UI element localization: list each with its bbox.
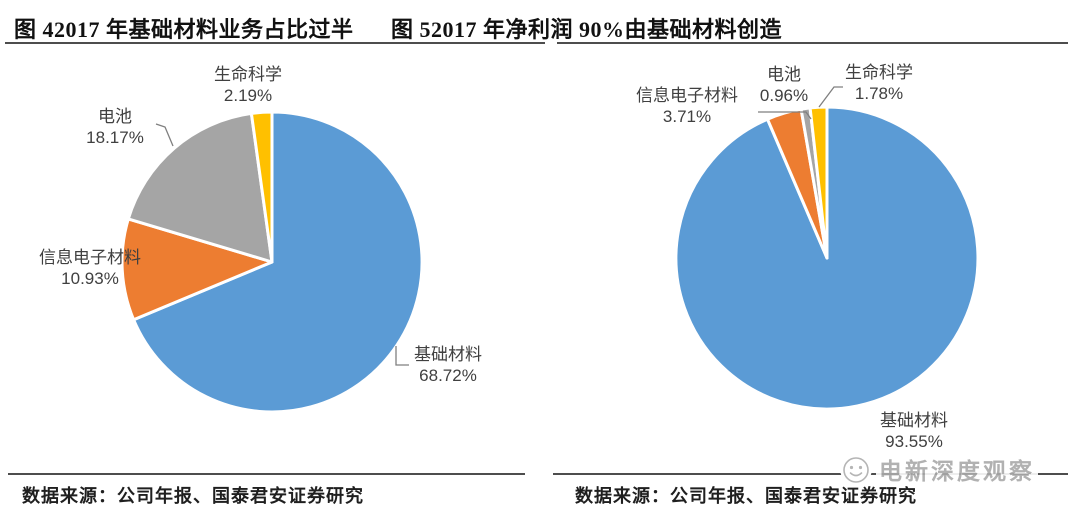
label-left-info-percent: 10.93% bbox=[61, 269, 119, 288]
label-right-base-name: 基础材料 bbox=[880, 411, 948, 430]
label-right-life: 生命科学 1.78% bbox=[819, 62, 939, 104]
label-right-info-name: 信息电子材料 bbox=[636, 86, 738, 105]
pie-chart-left bbox=[120, 110, 424, 414]
leader-line-left-battery bbox=[155, 123, 174, 147]
pie-slice-left-0 bbox=[132, 110, 424, 414]
label-left-base-percent: 68.72% bbox=[419, 366, 477, 385]
label-left-life-percent: 2.19% bbox=[223, 86, 273, 105]
source-text-left: 数据来源：公司年报、国泰君安证券研究 bbox=[22, 486, 364, 506]
smiley-face-icon bbox=[840, 453, 872, 485]
label-right-battery-percent: 0.96% bbox=[759, 86, 809, 105]
label-left-base-name: 基础材料 bbox=[414, 345, 482, 364]
watermark-text: 电新深度观察 bbox=[876, 452, 1038, 486]
label-left-info: 信息电子材料 10.93% bbox=[8, 247, 172, 289]
source-separator-left bbox=[8, 473, 525, 475]
figure-title-left: 图 42017 年基础材料业务占比过半 bbox=[14, 17, 354, 42]
label-right-info-percent: 3.71% bbox=[662, 107, 712, 126]
leader-line-left-base bbox=[395, 346, 409, 366]
pie-chart-right bbox=[674, 105, 980, 411]
label-right-info: 信息电子材料 3.71% bbox=[605, 85, 769, 127]
source-separator-right bbox=[553, 473, 1068, 475]
watermark: 电新深度观察 bbox=[840, 452, 1038, 486]
label-right-life-percent: 1.78% bbox=[854, 84, 904, 103]
label-left-battery: 电池 18.17% bbox=[55, 106, 175, 148]
label-right-battery-name: 电池 bbox=[767, 65, 801, 84]
label-left-info-name: 信息电子材料 bbox=[39, 248, 141, 267]
label-left-life: 生命科学 2.19% bbox=[188, 64, 308, 106]
title-underline-left bbox=[5, 42, 545, 44]
label-right-base-percent: 93.55% bbox=[885, 432, 943, 451]
pie-slice-right-3 bbox=[808, 105, 829, 260]
leader-line-right-life bbox=[818, 86, 843, 108]
pie-slice-left-1 bbox=[120, 217, 274, 322]
label-left-base: 基础材料 68.72% bbox=[388, 344, 508, 386]
label-left-battery-name: 电池 bbox=[98, 107, 132, 126]
source-text-right: 数据来源：公司年报、国泰君安证券研究 bbox=[575, 486, 917, 506]
label-right-life-name: 生命科学 bbox=[845, 63, 913, 82]
title-underline-right bbox=[557, 42, 1068, 44]
figure-title-right: 图 52017 年净利润 90%由基础材料创造 bbox=[391, 17, 783, 42]
leader-line-right-battery bbox=[758, 111, 812, 120]
label-left-life-name: 生命科学 bbox=[214, 65, 282, 84]
label-right-battery: 电池 0.96% bbox=[724, 64, 844, 106]
label-right-base: 基础材料 93.55% bbox=[852, 410, 976, 452]
pie-slice-left-2 bbox=[126, 111, 274, 264]
label-left-battery-percent: 18.17% bbox=[86, 128, 144, 147]
pie-slice-left-3 bbox=[249, 110, 274, 264]
